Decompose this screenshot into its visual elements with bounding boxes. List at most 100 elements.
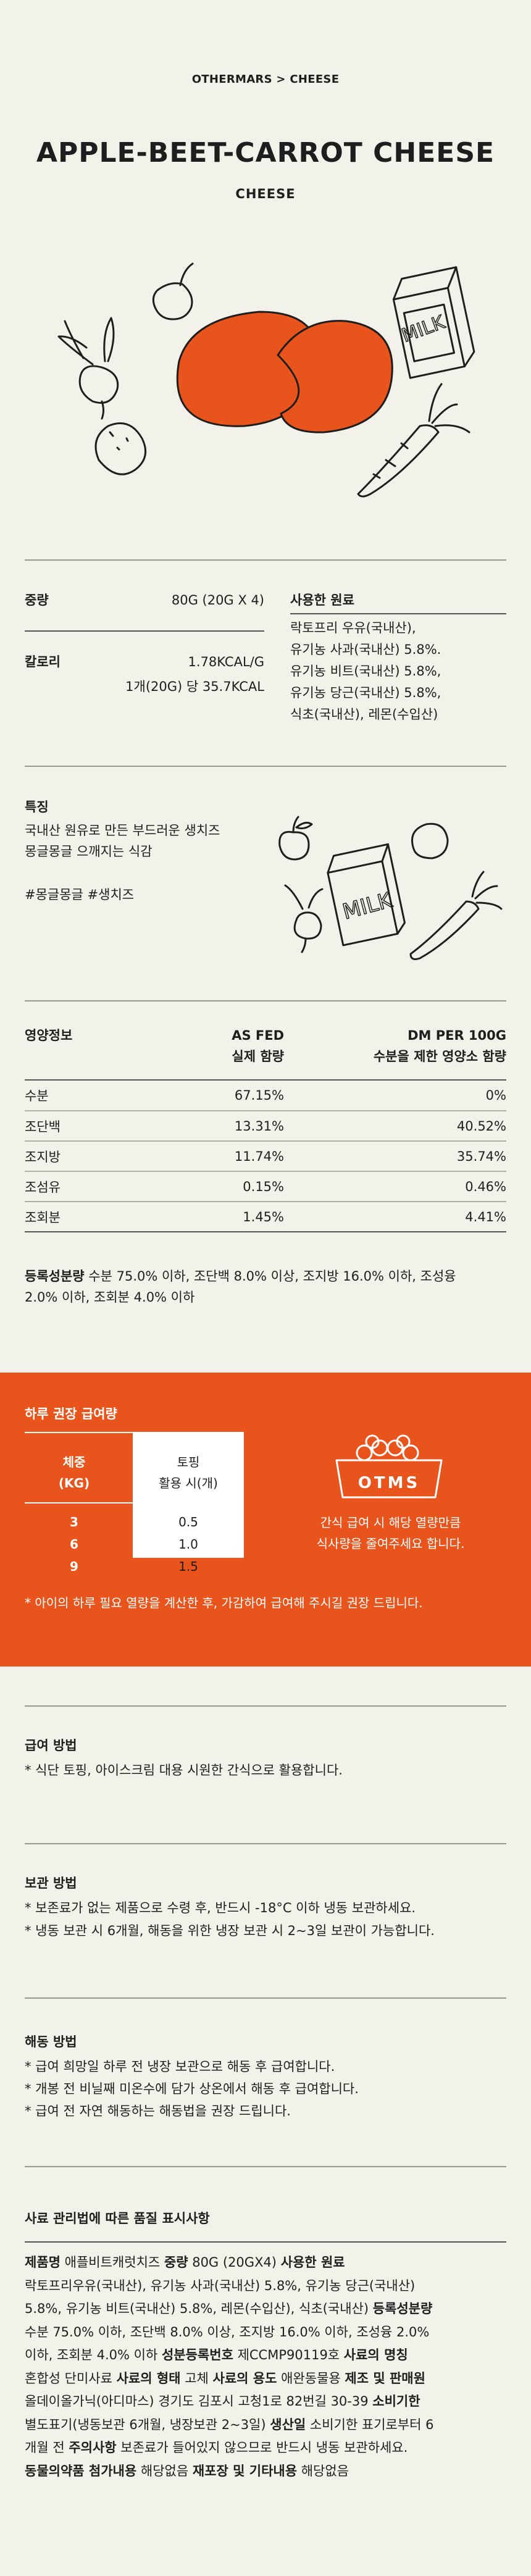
legal-title: 사료 관리법에 따른 품질 표시사항 [25,2211,210,2226]
table-row: 조섬유 0.15% 0.46% [25,1171,506,1202]
divider [290,613,506,614]
legal-value: 개월 전 [25,2440,69,2455]
nutrient-dm: 0% [284,1081,506,1111]
apple-icon [278,830,310,861]
milk-label: MILK [340,887,396,924]
legal-value: 고체 [180,2370,213,2386]
calorie-value-per-piece: 1개(20G) 당 35.7KCAL [125,679,264,694]
as-fed-subtitle: 실제 함량 [232,1049,284,1064]
ingredients-label: 사용한 원료 [290,593,354,608]
legal-value: 수분 75.0% 이하, 조단백 8.0% 이상, 조지방 16.0% 이하, … [25,2324,430,2340]
legal-value: 애완동물용 [277,2370,345,2386]
nutrient-name: 조회분 [25,1202,148,1232]
table-row: 조회분 1.45% 4.41% [25,1202,506,1232]
legal-key: 사용한 원료 [280,2255,345,2270]
feeding-title: 급여 방법 [25,1738,77,1753]
registered-label: 등록성분량 [25,1269,85,1284]
divider [25,1502,244,1503]
apple-icon [152,282,193,320]
legal-key: 등록성분량 [372,2301,433,2316]
legal-value: 혼합성 단미사료 [25,2370,117,2386]
calorie-value-per-gram: 1.78KCAL/G [188,654,264,669]
legal-value: 락토프리우유(국내산), 유기농 사과(국내산) 5.8%, 유기농 당근(국내… [25,2278,416,2293]
cheese-patty-icon-2 [277,320,393,433]
divider [25,2166,506,2167]
legal-value: 해당없음 [297,2463,349,2478]
weight-value: 80G (20G X 4) [171,593,264,608]
nutrient-name: 조단백 [25,1111,148,1142]
legal-key: 사료의 형태 [116,2370,181,2386]
ingredient-item: 락토프리 우유(국내산), [290,621,416,635]
weight-label: 중량 [25,593,49,608]
calorie-label: 칼로리 [25,654,61,669]
beet-icon [78,365,119,404]
nutrient-as-fed: 1.45% [148,1202,284,1232]
divider [25,1432,244,1433]
legal-value: 5.8%, 유기농 비트(국내산) 5.8%, 레몬(수입산), 식초(국내산) [25,2301,373,2316]
product-category: CHEESE [235,186,296,201]
legal-value: 소비기한 표기로부터 6 [306,2417,434,2432]
registered-ingredients: 등록성분량 수분 75.0% 이하, 조단백 8.0% 이상, 조지방 16.0… [25,1266,506,1308]
divider [25,630,264,632]
otms-box-icon: OTMS [335,1434,443,1499]
features-illustration: MILK [278,816,503,960]
divider [25,1705,506,1707]
topping-values: 0.5 1.0 1.5 [133,1511,244,1578]
cheese-illustration: MILK [57,262,475,498]
breadcrumb[interactable]: OTHERMARS > CHEESE [191,73,340,86]
nutrient-name: 수분 [25,1081,148,1111]
daily-amount-section: 하루 권장 급여량 체중 (KG) 토핑 활용 시(개) 3 6 9 0.5 1… [0,1373,531,1666]
storage-line: * 보존료가 없는 제품으로 수령 후, 반드시 -18°C 이하 냉동 보관하… [25,1901,416,1915]
beet-icon [293,911,322,940]
ingredients-list: 락토프리 우유(국내산), 유기농 사과(국내산) 5.8%. 유기농 비트(국… [290,617,441,726]
ingredient-item: 식초(국내산), 레몬(수입산) [290,707,438,722]
carrot-icon [357,424,440,498]
nutrient-name: 조섬유 [25,1171,148,1202]
nutrient-dm: 35.74% [284,1141,506,1172]
nutrient-as-fed: 13.31% [148,1111,284,1142]
weight-col-header: 체중 [62,1455,86,1470]
nutrient-dm: 4.41% [284,1202,506,1232]
legal-value: 보존료가 들어있지 않으므로 반드시 냉동 보관하세요. [116,2440,408,2455]
divider [25,766,506,767]
legal-value: 올데이올가닉(아디마스) 경기도 김포시 고청1로 82번길 30-39 [25,2394,373,2409]
weight-value: 3 [70,1515,78,1529]
nutrient-dm: 0.46% [284,1171,506,1202]
lemon-icon [94,422,147,475]
dm-title: DM PER 100G [408,1028,506,1043]
divider [25,1843,506,1844]
milk-carton-icon [392,266,475,379]
legal-key: 사료의 용도 [212,2370,277,2386]
legal-value: 제CCMP90119호 [233,2348,344,2362]
nutrient-dm: 40.52% [284,1111,506,1142]
weight-col-unit: (KG) [58,1476,90,1491]
feeding-line: * 식단 토핑, 아이스크림 대용 시원한 간식으로 활용합니다. [25,1763,343,1778]
legal-key: 동물의약품 첨가내용 [25,2463,137,2478]
legal-key: 중량 [164,2255,188,2270]
nutrient-as-fed: 67.15% [148,1081,284,1111]
ingredient-item: 유기농 당근(국내산) 5.8%, [290,685,441,700]
milk-label: MILK [399,311,448,347]
divider [25,1997,506,1999]
carrot-icon [409,900,480,960]
nutrition-table: 수분 67.15% 0% 조단백 13.31% 40.52% 조지방 11.74… [25,1081,506,1232]
registered-text: 2.0% 이하, 조회분 4.0% 이하 [25,1290,195,1305]
side-note-line: 식사량을 줄여주세요 합니다. [316,1536,465,1551]
table-row: 조단백 13.31% 40.52% [25,1111,506,1142]
thawing-title: 해동 방법 [25,2034,77,2049]
ingredient-item: 유기농 비트(국내산) 5.8%, [290,664,441,679]
topping-col-unit: 활용 시(개) [159,1476,218,1491]
weight-value: 9 [70,1559,78,1574]
dm-subtitle: 수분을 제한 영양소 함량 [373,1049,506,1064]
milk-carton-icon [327,843,406,947]
ingredient-item: 유기농 사과(국내산) 5.8%. [290,642,441,657]
topping-value: 0.5 [178,1515,198,1529]
legal-key: 재포장 및 기타내용 [192,2463,298,2478]
legal-value: 별도표기(냉동보관 6개월, 냉장보관 2~3일) [25,2417,270,2432]
table-row: 수분 67.15% 0% [25,1081,506,1111]
feature-tags: #몽글몽글 #생치즈 [25,887,135,902]
features-label: 특징 [25,800,49,814]
nutrient-name: 조지방 [25,1141,148,1172]
feature-line: 국내산 원유로 만든 부드러운 생치즈 [25,823,220,838]
legal-text: 제품명 애플비트캐럿치즈 중량 80G (20GX4) 사용한 원료 락토프리우… [25,2251,519,2483]
